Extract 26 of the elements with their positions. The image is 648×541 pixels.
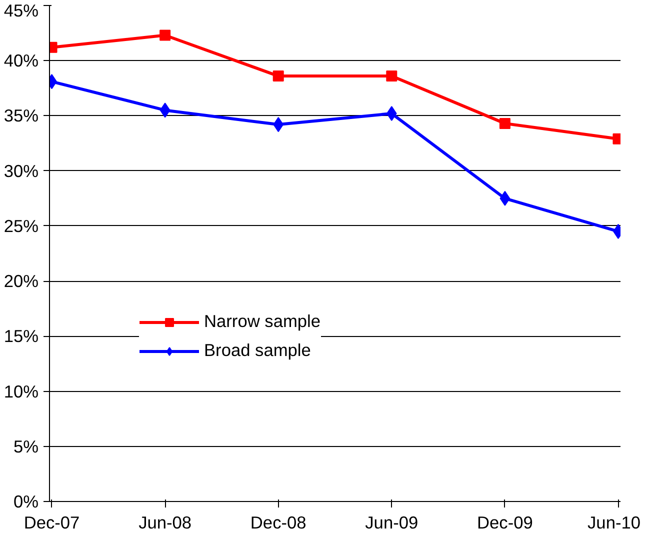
- legend-label: Narrow sample: [204, 311, 321, 332]
- point: [500, 190, 510, 206]
- x-tick-label: Dec-07: [24, 512, 80, 532]
- point: [160, 30, 171, 41]
- legend-label: Broad sample: [204, 340, 311, 361]
- x-tick-label: Jun-08: [138, 512, 192, 532]
- x-tick-label: Dec-09: [477, 512, 533, 532]
- y-tick-label: 25%: [4, 216, 39, 236]
- y-tick-label: 45%: [4, 0, 39, 20]
- y-tick-label: 15%: [4, 326, 39, 346]
- x-tick-label: Jun-09: [365, 512, 418, 532]
- point: [272, 70, 284, 82]
- point: [386, 106, 397, 122]
- y-tick-label: 20%: [4, 271, 39, 292]
- point: [160, 102, 170, 118]
- point: [273, 117, 284, 132]
- y-tick-label: 35%: [4, 106, 39, 126]
- y-tick-label: 10%: [4, 381, 39, 402]
- y-tick-label: 0%: [13, 492, 38, 512]
- x-tick-label: Dec-08: [250, 512, 306, 532]
- x-tick-label: Jun-10: [588, 512, 640, 532]
- y-tick-label: 5%: [13, 436, 38, 456]
- y-tick-label: 30%: [4, 160, 39, 181]
- y-tick-label: 40%: [4, 50, 39, 71]
- point: [386, 70, 398, 82]
- point: [499, 118, 510, 129]
